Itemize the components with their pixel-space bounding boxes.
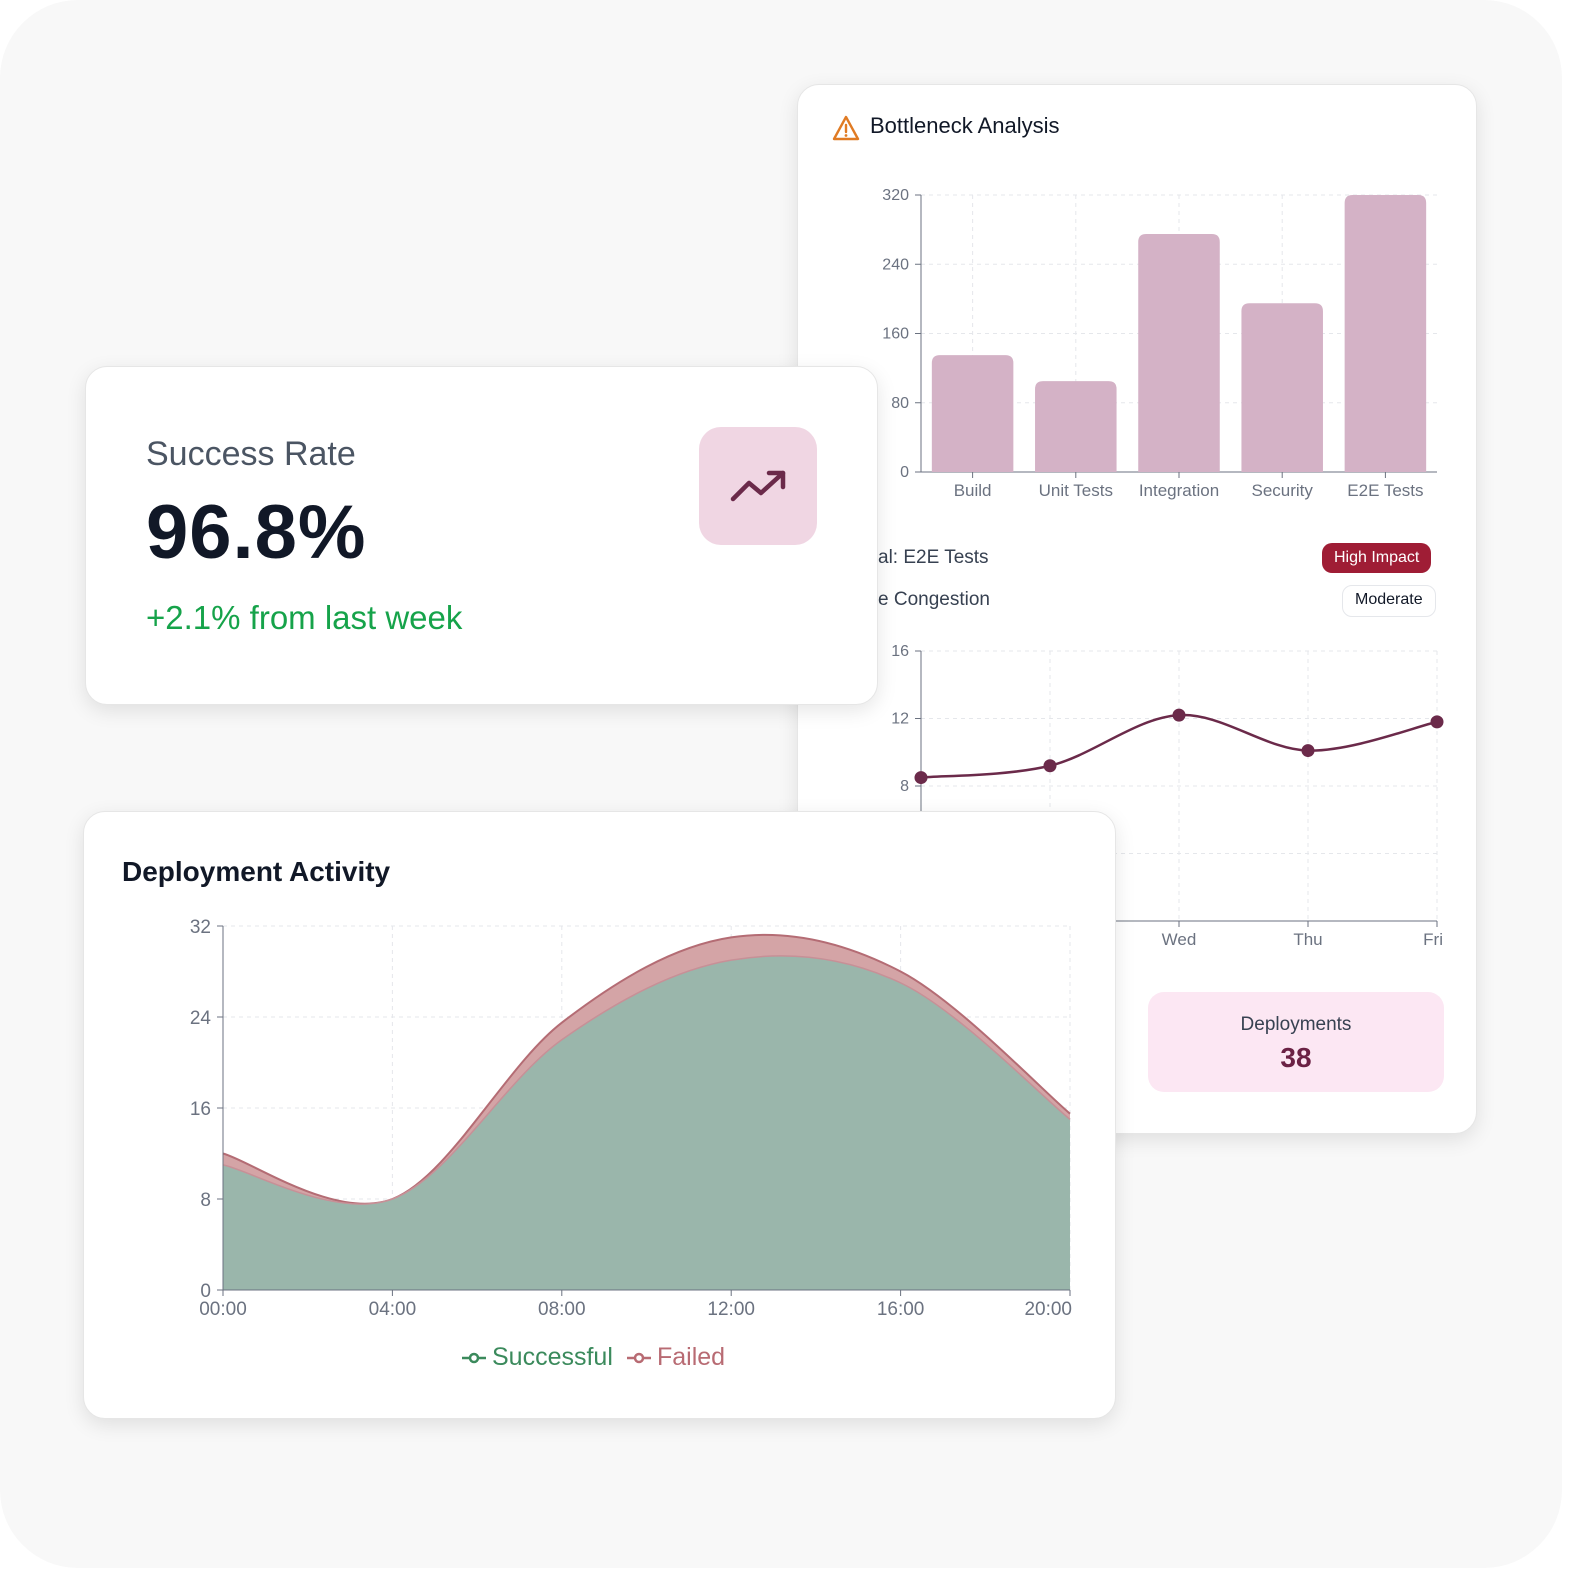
deployment-area-chart: 0 8 16 24 32 00:00 04:00 08:00 12:00 16:00 20:00 Su… — [190, 917, 1072, 1371]
legend-failed-label: Failed — [657, 1343, 725, 1371]
deployments-stat-value: 38 — [1280, 1042, 1312, 1073]
success-rate-value: 96.8% — [146, 490, 367, 575]
successful-area — [223, 955, 1070, 1290]
bar-y-tick-label: 240 — [882, 256, 909, 273]
line-y-tick-label: 8 — [900, 778, 909, 795]
bar-y-tick-label: 160 — [882, 326, 909, 343]
area-y-tick-label: 0 — [200, 1281, 211, 1302]
deployment-activity-title: Deployment Activity — [122, 856, 391, 887]
area-x-tick-label: 16:00 — [877, 1299, 925, 1320]
area-x-tick-label: 08:00 — [538, 1299, 586, 1320]
line-x-tick-label: Thu — [1293, 930, 1322, 949]
bar-y-tick-label: 80 — [891, 395, 909, 412]
bar-y-tick-label: 320 — [882, 187, 909, 204]
bar-build — [931, 355, 1014, 472]
line-y-tick-label: 16 — [891, 643, 909, 660]
bar-x-tick-label: E2E Tests — [1347, 481, 1423, 500]
bar-x-tick-label: Build — [954, 481, 992, 500]
area-y-tick-label: 32 — [190, 917, 211, 938]
bar-security — [1241, 303, 1323, 472]
area-x-tick-label: 12:00 — [707, 1299, 755, 1320]
bar-unit-tests — [1035, 381, 1117, 472]
deployments-stat-label: Deployments — [1240, 1014, 1352, 1035]
high-impact-badge: High Impact — [1322, 543, 1432, 573]
trend-point-thu — [1301, 744, 1315, 758]
moderate-badge: Moderate — [1342, 585, 1436, 617]
area-y-tick-label: 24 — [190, 1008, 212, 1029]
successful-area-line — [222, 955, 1071, 1205]
dashboard-canvas: Bottleneck Analysis 0 80 160 240 320 Build Uni… — [83, 84, 1477, 1419]
legend-successful-label: Successful — [492, 1343, 613, 1371]
trend-point-wed — [1172, 708, 1186, 722]
warning-icon — [832, 115, 860, 141]
bar-x-tick-label: Integration — [1139, 481, 1219, 500]
bar-integration — [1138, 233, 1220, 472]
trend-point-mon — [914, 771, 928, 785]
success-rate-delta: +2.1% from last week — [146, 599, 463, 636]
line-y-tick-label: 12 — [891, 711, 909, 728]
legend-failed-marker — [633, 1352, 645, 1364]
bar-x-tick-label: Unit Tests — [1039, 481, 1113, 500]
area-x-tick-label: 00:00 — [199, 1299, 247, 1320]
bar-x-tick-label: Security — [1251, 481, 1313, 500]
area-x-tick-label: 20:00 — [1024, 1299, 1072, 1320]
area-x-tick-label: 04:00 — [369, 1299, 417, 1320]
stage-duration-bar-chart: 0 80 160 240 320 Build Unit Tests Integration Se… — [882, 187, 1437, 500]
bar-e2e-tests — [1344, 195, 1427, 472]
trend-point-tue — [1043, 759, 1057, 773]
congestion-label: e Congestion — [878, 589, 990, 610]
success-rate-card: Success Rate 96.8% +2.1% from last week — [85, 366, 878, 705]
critical-stage-label: al: E2E Tests — [878, 547, 989, 568]
line-x-tick-label: Wed — [1162, 930, 1197, 949]
bottleneck-title: Bottleneck Analysis — [870, 113, 1060, 138]
area-y-tick-label: 16 — [190, 1099, 211, 1120]
trending-up-icon — [730, 470, 786, 502]
success-rate-label: Success Rate — [146, 435, 356, 473]
deployments-stat: Deployments 38 — [1148, 992, 1444, 1092]
weekly-trend-line-chart: 8 12 16 Wed Thu Fri — [891, 643, 1444, 949]
area-y-tick-label: 8 — [200, 1190, 211, 1211]
deployment-activity-card: Deployment Activity 0 8 16 24 32 00:00 04:00 08… — [83, 811, 1116, 1419]
trend-icon-box — [699, 427, 817, 545]
bar-y-tick-label: 0 — [900, 464, 909, 481]
legend-successful-marker — [468, 1352, 480, 1364]
line-x-tick-label: Fri — [1423, 930, 1443, 949]
trend-point-fri — [1430, 715, 1444, 729]
